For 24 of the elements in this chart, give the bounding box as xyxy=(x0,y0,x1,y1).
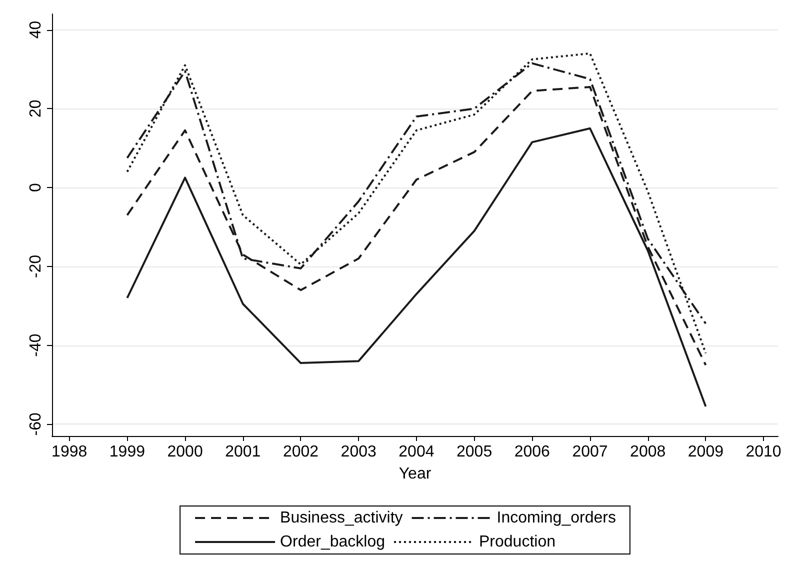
x-axis-title: Year xyxy=(398,466,432,482)
x-tick-label: 2006 xyxy=(514,444,550,460)
x-tick-label: 2005 xyxy=(456,444,492,460)
x-tick-label: 2004 xyxy=(398,444,434,460)
x-tick-label: 1998 xyxy=(52,444,88,460)
x-tick-label: 2001 xyxy=(225,444,261,460)
y-tick-label: -20 xyxy=(28,254,44,278)
y-tick-label: 0 xyxy=(28,182,44,192)
x-tick-label: 2008 xyxy=(630,444,666,460)
legend-label: Incoming_orders xyxy=(496,510,616,526)
x-tick-label: 2000 xyxy=(167,444,203,460)
x-tick-label: 2010 xyxy=(746,444,782,460)
legend-label: Order_backlog xyxy=(280,534,386,550)
y-tick-label: 20 xyxy=(28,100,44,118)
y-tick-label: 40 xyxy=(28,20,44,39)
x-tick-label: 2003 xyxy=(340,444,376,460)
legend-label: Business_activity xyxy=(280,510,403,526)
x-tick-label: 1999 xyxy=(109,444,146,460)
y-tick-label: -40 xyxy=(28,334,44,357)
legend-label: Production xyxy=(479,534,556,550)
y-tick-label: -60 xyxy=(28,412,44,436)
x-tick-label: 2009 xyxy=(688,444,724,460)
x-tick-label: 2002 xyxy=(282,444,319,460)
x-tick-label: 2007 xyxy=(572,444,608,460)
